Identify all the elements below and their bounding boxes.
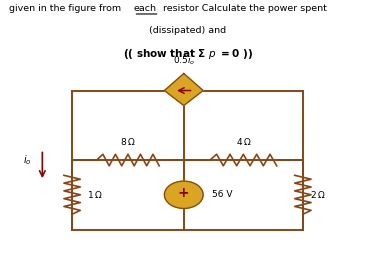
Text: $4\,\Omega$: $4\,\Omega$ [236,136,251,147]
Circle shape [164,181,203,208]
Text: $8\,\Omega$: $8\,\Omega$ [120,136,136,147]
Text: resistor Calculate the power spent: resistor Calculate the power spent [160,4,327,13]
Text: each: each [134,4,156,13]
Text: $0.5i_o$: $0.5i_o$ [172,54,195,67]
Text: +: + [178,187,190,200]
Text: (dissipated) and: (dissipated) and [149,26,226,35]
Polygon shape [164,73,203,105]
Text: $2\,\Omega$: $2\,\Omega$ [310,189,326,200]
Text: $1\,\Omega$: $1\,\Omega$ [87,189,103,200]
Text: given in the figure from: given in the figure from [9,4,124,13]
Text: 56 V: 56 V [213,190,233,199]
Text: $i_o$: $i_o$ [22,153,31,167]
Text: (( show that $\mathbf{\Sigma}$ $\mathit{p}$ $\mathbf{= 0}$ )): (( show that $\mathbf{\Sigma}$ $\mathit{… [123,47,252,61]
